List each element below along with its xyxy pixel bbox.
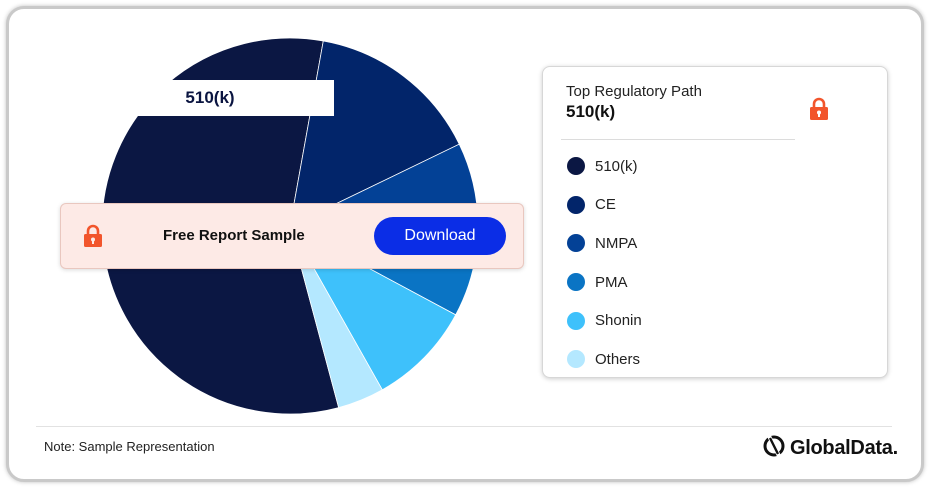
lock-icon xyxy=(809,97,829,126)
legend-item: CE xyxy=(567,186,642,225)
pie-slice-others xyxy=(289,225,383,409)
pie-callout-label: 510(k) xyxy=(185,88,235,107)
legend-swatch xyxy=(567,350,585,369)
legend-item: NMPA xyxy=(567,224,642,263)
footer-note: Note: Sample Representation xyxy=(44,439,215,454)
legend-item-label: CE xyxy=(595,196,616,214)
legend-list: 510(k) CE NMPA PMA Shonin Others xyxy=(567,147,642,379)
legend-item: 510(k) xyxy=(567,147,642,186)
legend-swatch xyxy=(567,157,585,176)
globaldata-logo-icon xyxy=(762,434,786,463)
legend-item: Others xyxy=(567,340,642,379)
top-path-label: Top Regulatory Path xyxy=(566,83,702,100)
legend-item: Shonin xyxy=(567,301,642,340)
download-button[interactable]: Download xyxy=(374,217,506,255)
lock-icon xyxy=(83,224,103,253)
legend-item-label: 510(k) xyxy=(595,157,638,175)
legend-panel: Top Regulatory Path 510(k) 510(k) CE NMPA P… xyxy=(542,66,888,378)
legend-swatch xyxy=(567,311,585,330)
free-sample-banner: Free Report Sample Download xyxy=(60,203,524,269)
footer-divider xyxy=(36,426,892,427)
legend-divider xyxy=(561,139,795,140)
legend-item-label: NMPA xyxy=(595,234,638,252)
legend-item-label: Shonin xyxy=(595,312,642,330)
pie-callout: 510(k) xyxy=(86,80,334,116)
brand-logo: GlobalData. xyxy=(762,434,898,463)
free-sample-text: Free Report Sample xyxy=(163,227,305,244)
brand-name: GlobalData. xyxy=(790,437,898,459)
legend-item-label: PMA xyxy=(595,273,628,291)
top-path-value: 510(k) xyxy=(566,102,616,121)
top-path-header: Top Regulatory Path 510(k) xyxy=(566,83,702,122)
legend-swatch xyxy=(567,273,585,292)
legend-item-label: Others xyxy=(595,350,641,368)
legend-item: PMA xyxy=(567,263,642,302)
legend-swatch xyxy=(567,234,585,253)
legend-swatch xyxy=(567,195,585,214)
